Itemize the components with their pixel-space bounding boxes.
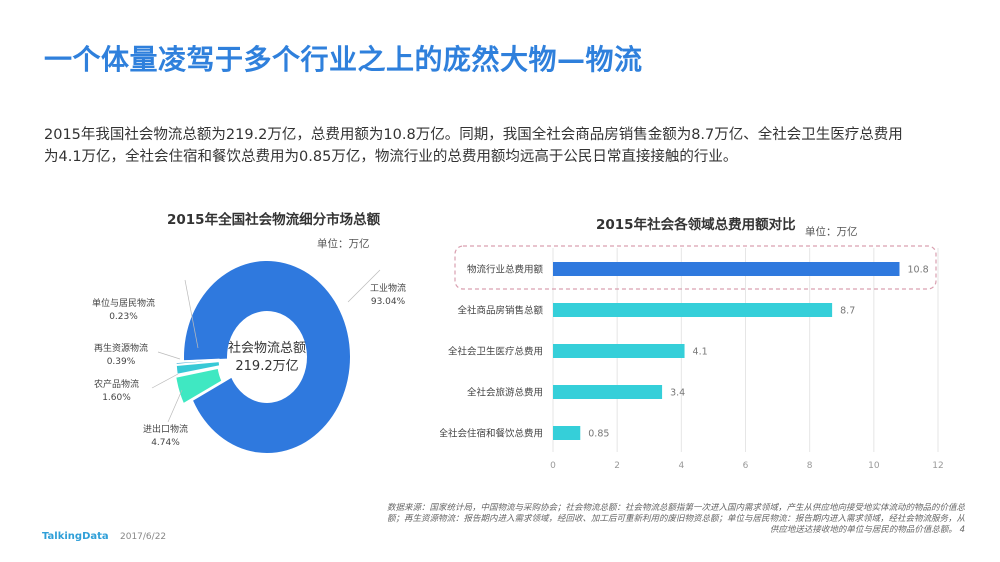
category-label: 全社会旅游总费用 xyxy=(467,387,543,399)
leader-line xyxy=(167,389,183,423)
page-number: 4 xyxy=(959,525,965,535)
x-tick-label: 12 xyxy=(932,461,943,471)
category-label: 全社会卫生医疗总费用 xyxy=(448,346,543,358)
slice-percent: 0.23% xyxy=(109,312,138,322)
slice-name: 进出口物流 xyxy=(143,425,189,435)
donut-chart xyxy=(151,261,381,453)
slice-name: 再生资源物流 xyxy=(94,344,149,354)
page-title: 一个体量凌驾于多个行业之上的庞然大物—物流 xyxy=(44,43,643,76)
bar-chart: 0 2 4 6 8 10 12 物流行业总费用额 10.8 全社商品房销售总额 8.7 全社会卫生医疗… xyxy=(440,245,944,471)
donut-center-value: 219.2万亿 xyxy=(235,359,299,374)
date: 2017/6/22 xyxy=(120,532,167,542)
leader-line xyxy=(151,373,179,389)
category-label: 物流行业总费用额 xyxy=(467,264,544,276)
x-tick-label: 2 xyxy=(614,461,620,471)
leader-line xyxy=(347,269,381,303)
slice-name: 农产品物流 xyxy=(94,380,140,390)
donut-slice-4 xyxy=(175,359,220,365)
donut-chart-title: 2015年全国社会物流细分市场总额 xyxy=(167,212,381,228)
slice-percent: 1.60% xyxy=(102,393,131,403)
slice-label-recycling: 再生资源物流 0.39% xyxy=(94,343,148,369)
slice-name: 单位与居民物流 xyxy=(92,299,156,309)
x-tick-label: 6 xyxy=(743,461,749,471)
bar xyxy=(553,344,685,358)
x-tick-label: 10 xyxy=(868,461,880,471)
donut-slice-1 xyxy=(184,261,350,453)
slice-percent: 93.04% xyxy=(370,297,406,307)
value-label: 0.85 xyxy=(588,429,609,440)
bar xyxy=(553,385,663,399)
slice-percent: 0.39% xyxy=(106,357,136,367)
x-tick-label: 4 xyxy=(678,461,684,471)
paragraph-line-2: 为4.1万亿，全社会住宿和餐饮总费用为0.85万亿，物流行业的总费用额均远高于公… xyxy=(44,149,738,165)
x-tick-label: 0 xyxy=(550,461,556,471)
bar-unit: 单位：万亿 xyxy=(805,226,858,238)
footnote-text: 数据来源：国家统计局，中国物流与采购协会；社会物流总额：社会物流总额指第一次进入… xyxy=(386,503,965,535)
slice-label-industrial: 工业物流 93.04% xyxy=(370,283,406,309)
brand-logo: TalkingData xyxy=(42,531,109,542)
slice-label-import-export: 进出口物流 4.74% xyxy=(143,424,188,450)
category-label: 全社商品房销售总额 xyxy=(457,305,543,317)
donut-slice-5 xyxy=(175,358,220,363)
donut-slice-2 xyxy=(175,367,223,405)
bar-chart-title: 2015年社会各领域总费用额对比 xyxy=(596,217,796,233)
bar xyxy=(553,303,833,317)
slice-label-agricultural: 农产品物流 1.60% xyxy=(94,379,139,405)
donut-center-title: 社会物流总额 xyxy=(227,341,306,356)
category-label: 全社会住宿和餐饮总费用 xyxy=(440,428,543,440)
bar xyxy=(553,426,581,440)
bar xyxy=(553,262,900,276)
donut-slice-3 xyxy=(175,361,221,375)
donut-center-label: 社会物流总额 219.2万亿 xyxy=(217,340,317,376)
leader-line xyxy=(184,279,199,349)
value-label: 4.1 xyxy=(693,347,708,358)
slice-name: 工业物流 xyxy=(370,284,407,294)
value-label: 8.7 xyxy=(840,306,855,317)
footnote: 数据来源：国家统计局，中国物流与采购协会；社会物流总额：社会物流总额指第一次进入… xyxy=(385,503,965,536)
slice-percent: 4.74% xyxy=(151,438,180,448)
value-label: 3.4 xyxy=(670,388,685,399)
slice-label-residential: 单位与居民物流 0.23% xyxy=(92,298,155,324)
value-label: 10.8 xyxy=(908,265,929,276)
paragraph-line-1: 2015年我国社会物流总额为219.2万亿，总费用额为10.8万亿。同期，我国全… xyxy=(44,127,903,143)
x-tick-label: 8 xyxy=(807,461,813,471)
leader-line xyxy=(157,351,181,360)
donut-unit: 单位：万亿 xyxy=(317,238,370,250)
highlight-box xyxy=(454,245,937,290)
